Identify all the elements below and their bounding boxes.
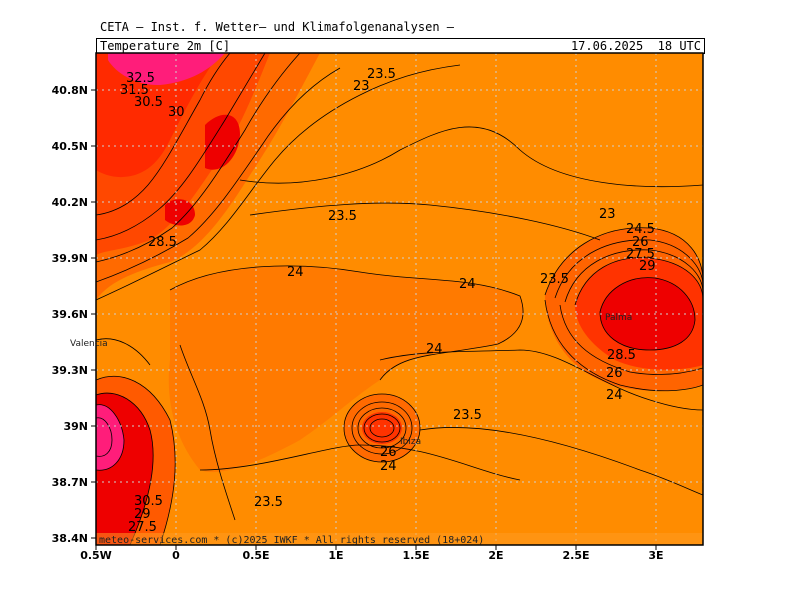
contour-label: 24 — [287, 265, 304, 280]
zone-mallorca-max — [600, 277, 695, 350]
contour-label: 26 — [380, 445, 397, 460]
lon-label: 0.5W — [80, 549, 112, 562]
lat-label: 38.7N — [51, 476, 88, 489]
lon-label: 1E — [328, 549, 344, 562]
lat-label: 39.6N — [51, 308, 88, 321]
lon-label: 0 — [172, 549, 180, 562]
place-ibiza: Ibiza — [400, 437, 421, 447]
contour-label: 31.5 — [120, 83, 149, 98]
contour-label: 30.5 — [134, 95, 163, 110]
lon-label: 2E — [488, 549, 504, 562]
lat-label: 38.4N — [51, 532, 88, 545]
contour-label: 23.5 — [453, 408, 482, 423]
contour-label: 23 — [599, 207, 616, 222]
lat-label: 39.9N — [51, 252, 88, 265]
lat-label: 39N — [63, 420, 88, 433]
contour-label: 23 — [353, 79, 370, 94]
lat-label: 40.2N — [51, 196, 88, 209]
footer-band — [96, 533, 703, 545]
contour-label: 23.5 — [328, 209, 357, 224]
valid-time: 17.06.2025 18 UTC — [570, 39, 701, 53]
zone-ibiza-hot — [362, 412, 402, 444]
contour-label: 24.5 — [626, 222, 655, 237]
field-label: Temperature 2m [C] — [100, 39, 231, 53]
contour-label: 28.5 — [607, 348, 636, 363]
gridlines — [96, 53, 703, 545]
zone-nw-max — [108, 53, 225, 86]
lat-label: 39.3N — [51, 364, 88, 377]
map-frame — [95, 52, 704, 546]
contour-label: 24 — [459, 277, 476, 292]
contour-label: 29 — [134, 507, 151, 522]
lon-label: 1.5E — [402, 549, 430, 562]
contour-label: 26 — [632, 235, 649, 250]
hot-patch-north — [205, 114, 240, 170]
hot-patch-coast — [165, 199, 195, 226]
place-valencia: Valencia — [70, 339, 108, 349]
contour-label: 30 — [168, 105, 185, 120]
contour-label: 23.5 — [540, 272, 569, 287]
contour-label: 27.5 — [128, 520, 157, 535]
copyright-footer: meteo-services.com * (c)2025 IWKF * All … — [99, 535, 485, 546]
contour-label: 23.5 — [367, 67, 396, 82]
chart-title: CETA — Inst. f. Wetter— und Klimafolgena… — [100, 20, 455, 34]
contour-label: 26 — [606, 366, 623, 381]
zone-24 — [168, 265, 524, 473]
zone-sw-max — [96, 404, 124, 471]
contour-value-labels: 32.5 31.5 30.5 30 23.5 23 23.5 28.5 24 2… — [120, 67, 656, 535]
contour-label: 24 — [380, 459, 397, 474]
lat-label: 40.8N — [51, 84, 88, 97]
contour-label: 24 — [426, 342, 443, 357]
axis-ticks — [91, 89, 657, 550]
contour-label: 28.5 — [148, 235, 177, 250]
contour-lines — [96, 53, 703, 545]
lat-label: 40.5N — [51, 140, 88, 153]
contour-label: 29 — [639, 259, 656, 274]
contour-label: 30.5 — [134, 494, 163, 509]
place-palma: Palma — [605, 313, 632, 323]
lon-label: 2.5E — [562, 549, 590, 562]
contour-label: 23.5 — [254, 495, 283, 510]
lon-label: 0.5E — [242, 549, 270, 562]
contour-label: 27.5 — [626, 247, 655, 262]
contour-label: 32.5 — [126, 71, 155, 86]
lon-label: 3E — [648, 549, 664, 562]
contour-label: 24 — [606, 388, 623, 403]
